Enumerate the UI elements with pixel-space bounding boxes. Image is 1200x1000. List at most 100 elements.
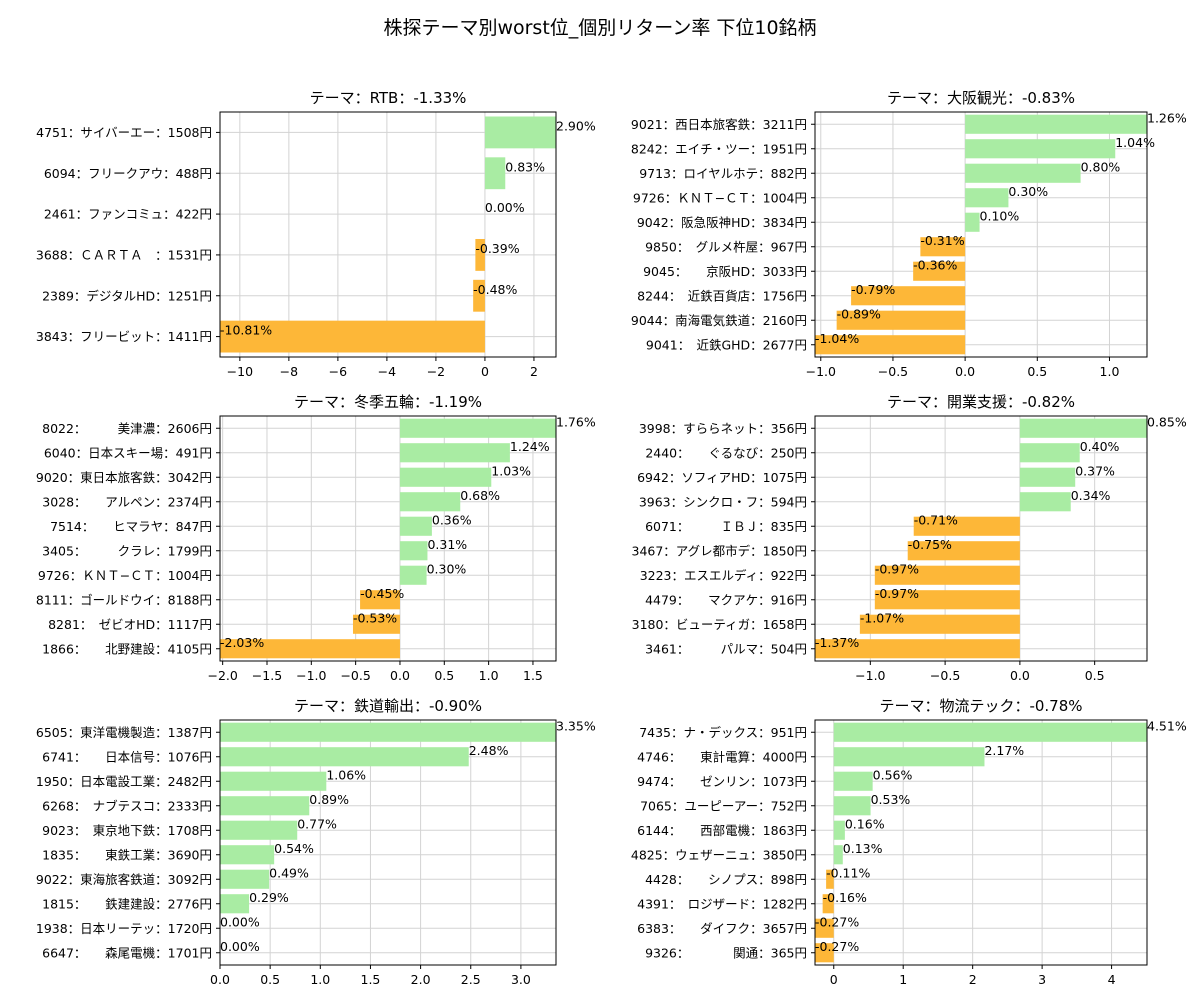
chart-2-category-label: 9713：ロイヤルホテ：882円 <box>639 166 807 181</box>
chart-3-bar <box>399 516 432 536</box>
chart-2-bar <box>815 335 966 355</box>
chart-6-value-label: 0.13% <box>843 841 883 856</box>
chart-6-bar <box>822 894 834 914</box>
chart-2-bar <box>836 310 966 330</box>
chart-4-category-label: 2440： ぐるなび：250円 <box>645 445 807 460</box>
chart-3-x-tick-label: −1.5 <box>252 668 282 683</box>
chart-2-bar <box>965 212 980 232</box>
chart-6-title: テーマ：物流テック：-0.78% <box>879 697 1082 715</box>
chart-3-value-label: 1.76% <box>556 414 596 429</box>
chart-3-category-label: 1866： 北野建設：4105円 <box>42 641 212 656</box>
chart-4-value-label: 0.34% <box>1071 488 1111 503</box>
chart-3-title: テーマ：冬季五輪：-1.19% <box>294 393 482 411</box>
chart-6-bar <box>833 845 843 865</box>
chart-3-value-label: -0.53% <box>353 610 397 625</box>
chart-6-category-label: 9326： 関通：365円 <box>645 945 807 960</box>
chart-2-bar <box>965 114 1147 134</box>
chart-5-bar <box>220 894 250 914</box>
chart-2-x-tick-label: −1.0 <box>806 364 836 379</box>
chart-2-category-label: 9042：阪急阪神HD：3834円 <box>637 215 807 230</box>
chart-2-bar <box>851 286 966 306</box>
chart-5-x-tick-label: 0.0 <box>210 972 230 987</box>
chart-4-category-label: 3223：エスエルディ：922円 <box>640 568 807 583</box>
chart-1-category-label: 2461：ファンコミュ：422円 <box>44 207 212 222</box>
chart-6-bar <box>833 747 985 767</box>
chart-5-value-label: 3.35% <box>556 718 596 733</box>
chart-2-x-tick-label: 1.0 <box>1100 364 1120 379</box>
chart-3-value-label: 0.30% <box>427 561 467 576</box>
chart-3-bar <box>220 639 400 659</box>
chart-4-bar <box>1019 492 1071 512</box>
chart-2-category-label: 9041： 近鉄GHD：2677円 <box>646 337 807 352</box>
chart-1-bar <box>220 320 485 353</box>
chart-1-x-tick-label: −6 <box>329 364 347 379</box>
chart-2-category-label: 8242：エイチ・ツー：1951円 <box>631 141 807 156</box>
chart-5-bar <box>220 771 327 791</box>
chart-1-bar <box>475 238 485 271</box>
chart-6-x-tick-label: 2 <box>969 972 977 987</box>
chart-3-x-tick-label: −2.0 <box>207 668 237 683</box>
chart-2-category-label: 9045： 京阪HD：3033円 <box>643 264 807 279</box>
chart-4-frame <box>814 415 1148 662</box>
chart-4-category-label: 4479： マクアケ：916円 <box>645 592 807 607</box>
chart-4-x-tick-label: 0.5 <box>1085 668 1105 683</box>
chart-3-x-tick-label: 1.5 <box>523 668 543 683</box>
chart-3-value-label: -2.03% <box>220 635 264 650</box>
chart-6-x-tick-label: 1 <box>899 972 907 987</box>
chart-5-x-tick-label: 3.0 <box>511 972 531 987</box>
chart-2-x-tick-label: 0.0 <box>955 364 975 379</box>
chart-5-bar <box>220 820 298 840</box>
chart-3-frame <box>219 415 557 662</box>
chart-3-bar <box>399 492 461 512</box>
chart-4-x-tick-label: −1.0 <box>855 668 885 683</box>
chart-3-category-label: 9726：ＫＮＴ−ＣＴ：1004円 <box>38 568 212 583</box>
chart-3-bar <box>399 467 492 487</box>
chart-6-category-label: 4428： シノプス：898円 <box>645 872 807 887</box>
chart-3-x-tick-label: −1.0 <box>296 668 326 683</box>
chart-4-value-label: -0.75% <box>908 537 952 552</box>
chart-5-category-label: 1835： 東鉄工業：3690円 <box>42 847 212 862</box>
chart-4-value-label: 0.40% <box>1080 439 1120 454</box>
chart-3-value-label: 0.68% <box>460 488 500 503</box>
chart-1-x-tick-label: −4 <box>378 364 396 379</box>
chart-6-x-tick-label: 3 <box>1038 972 1046 987</box>
chart-4-category-label: 6942：ソフィアHD：1075円 <box>637 470 807 485</box>
chart-3-category-label: 3405： クラレ：1799円 <box>42 543 212 558</box>
chart-4-category-label: 3180：ビューティガ：1658円 <box>632 617 807 632</box>
chart-1-value-label: -0.39% <box>475 241 519 256</box>
chart-1-value-label: -0.48% <box>473 282 517 297</box>
chart-3-value-label: -0.45% <box>360 586 404 601</box>
chart-5-title: テーマ：鉄道輸出：-0.90% <box>294 697 482 715</box>
chart-2-value-label: -0.36% <box>913 257 957 272</box>
chart-2-category-label: 9850： グルメ杵屋：967円 <box>645 239 807 254</box>
chart-3-value-label: 1.03% <box>491 463 531 478</box>
chart-4-bar <box>874 565 1020 585</box>
chart-5-value-label: 0.49% <box>269 865 309 880</box>
chart-6-bar <box>826 869 834 889</box>
chart-2-title: テーマ：大阪観光：-0.83% <box>887 89 1075 107</box>
chart-5-value-label: 0.77% <box>297 816 337 831</box>
chart-3-value-label: 0.31% <box>427 537 467 552</box>
chart-2-bar <box>965 163 1081 183</box>
chart-2-category-label: 9044：南海電気鉄道：2160円 <box>631 313 807 328</box>
chart-5-x-tick-label: 1.5 <box>361 972 381 987</box>
chart-5-x-tick-label: 2.0 <box>411 972 431 987</box>
chart-4-x-tick-label: −0.5 <box>930 668 960 683</box>
chart-1-x-tick-label: 2 <box>530 364 538 379</box>
chart-4-category-label: 6071： ＩＢＪ：835円 <box>645 519 807 534</box>
chart-2-frame <box>814 111 1148 358</box>
chart-1-frame <box>219 111 557 358</box>
chart-4-value-label: -0.71% <box>914 512 958 527</box>
chart-5-category-label: 6268： ナブテスコ：2333円 <box>42 798 212 813</box>
chart-3-category-label: 8111：ゴールドウイ：8188円 <box>36 592 212 607</box>
chart-3-x-tick-label: 0.5 <box>434 668 454 683</box>
chart-4-bar <box>815 639 1020 659</box>
chart-2-bar <box>913 261 966 281</box>
chart-3-x-tick-label: 1.0 <box>479 668 499 683</box>
chart-5-value-label: 1.06% <box>326 767 366 782</box>
chart-6-value-label: -0.27% <box>815 914 859 929</box>
chart-6-bar <box>833 771 873 791</box>
chart-5-frame <box>219 719 557 966</box>
chart-4-category-label: 3998：すららネット：356円 <box>639 421 807 436</box>
chart-5-category-label: 1950：日本電設工業：2482円 <box>36 774 212 789</box>
